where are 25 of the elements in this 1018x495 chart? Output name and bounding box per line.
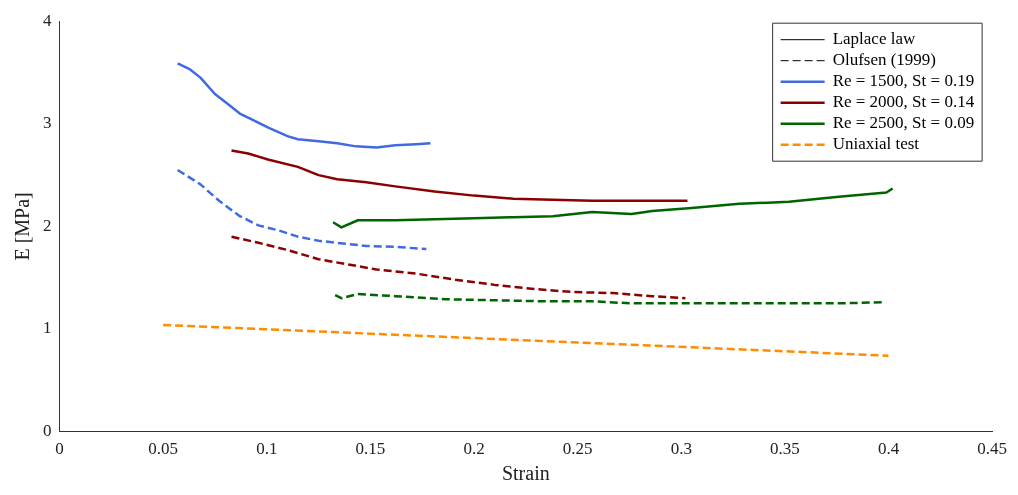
y-tick-label: 2	[43, 215, 52, 235]
x-tick-label: 0.05	[148, 439, 178, 459]
legend-label: Re = 1500, St = 0.19	[832, 71, 975, 91]
x-axis-title: Strain	[501, 462, 550, 485]
line-series	[230, 235, 687, 300]
y-tick-label: 0	[43, 421, 52, 441]
y-tick-label: 3	[43, 113, 52, 133]
line-series	[333, 292, 884, 305]
x-tick-label: 0.1	[256, 439, 278, 459]
x-tick-label: 0.4	[877, 439, 900, 459]
legend-label: Re = 2000, St = 0.14	[832, 92, 975, 112]
legend-label: Uniaxial test	[832, 134, 920, 154]
x-tick-label: 0.35	[770, 439, 800, 459]
x-tick-label: 0.15	[355, 439, 386, 459]
legend-label: Olufsen (1999)	[832, 50, 937, 70]
y-tick-label: 1	[43, 318, 52, 338]
y-axis-title: E [MPa]	[11, 192, 34, 261]
x-tick-label: 0.3	[670, 439, 692, 459]
x-tick-label: 0.2	[463, 439, 485, 459]
y-tick-label: 4	[43, 10, 52, 30]
x-tick-label: 0.45	[977, 439, 1007, 459]
line-series	[176, 168, 428, 251]
legend-label: Re = 2500, St = 0.09	[832, 113, 975, 133]
x-tick-label: 0.25	[562, 439, 593, 459]
legend-label: Laplace law	[832, 29, 916, 49]
